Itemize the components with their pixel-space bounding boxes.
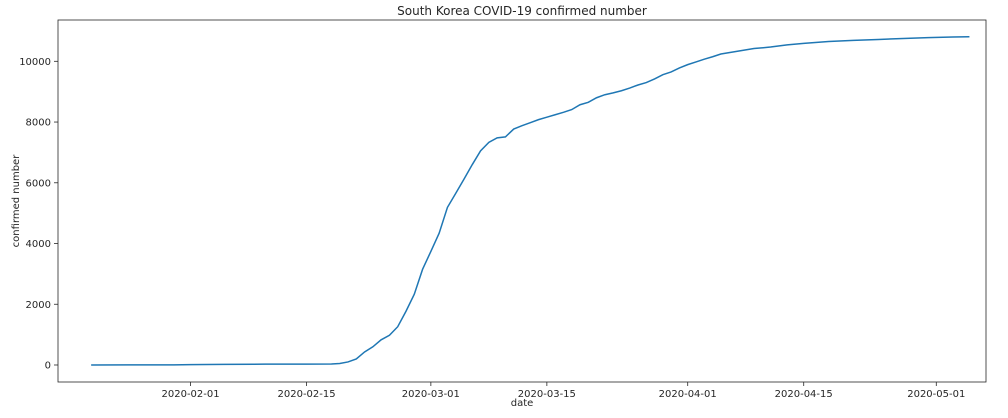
x-tick-label: 2020-04-15 (775, 389, 833, 400)
y-tick-label: 2000 (26, 300, 51, 311)
chart-title: South Korea COVID-19 confirmed number (397, 4, 647, 18)
x-axis-title: date (511, 398, 534, 409)
x-tick-label: 2020-02-01 (162, 389, 220, 400)
y-axis-title: confirmed number (11, 154, 22, 248)
x-tick-label: 2020-03-15 (518, 389, 576, 400)
y-tick-label: 0 (45, 360, 51, 371)
x-tick-label: 2020-03-01 (402, 389, 460, 400)
x-axis: 2020-02-01 2020-02-15 2020-03-01 2020-03-15… (162, 382, 965, 400)
y-tick-label: 8000 (26, 118, 51, 129)
x-tick-label: 2020-04-01 (659, 389, 717, 400)
y-tick-label: 6000 (26, 178, 51, 189)
x-tick-label: 2020-05-01 (907, 389, 965, 400)
plot-frame (57, 19, 987, 383)
y-axis: 0 2000 4000 6000 8000 10000 (19, 57, 58, 371)
y-tick-label: 10000 (19, 57, 51, 68)
series-line-confirmed (91, 35, 970, 366)
y-tick-label: 4000 (26, 239, 51, 250)
x-tick-label: 2020-02-15 (278, 389, 336, 400)
